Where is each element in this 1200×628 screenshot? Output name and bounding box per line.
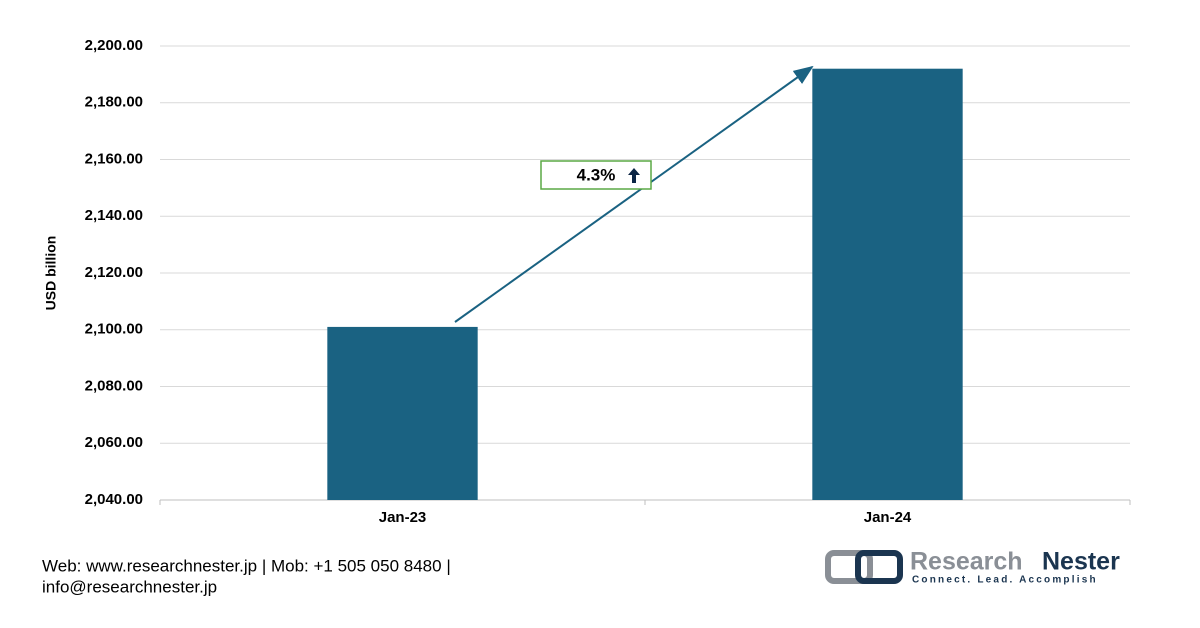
y-axis-label: USD billion bbox=[43, 236, 59, 311]
logo-name: Research bbox=[910, 548, 1023, 576]
bar bbox=[812, 68, 963, 500]
y-tick-label: 2,120.00 bbox=[85, 264, 143, 281]
logo: Research Nester Connect. Lead. Accomplis… bbox=[825, 548, 1120, 586]
footer-line: Web: www.researchnester.jp | Mob: +1 505… bbox=[42, 556, 451, 575]
y-tick-label: 2,200.00 bbox=[85, 37, 143, 54]
logo-icon bbox=[825, 550, 873, 584]
x-tick-label: Jan-23 bbox=[379, 509, 427, 526]
logo-tagline: Connect. Lead. Accomplish bbox=[912, 575, 1098, 586]
logo-name: Nester bbox=[1042, 548, 1120, 576]
footer-line: info@researchnester.jp bbox=[42, 577, 217, 596]
y-tick-label: 2,060.00 bbox=[85, 434, 143, 451]
bar bbox=[327, 326, 478, 500]
y-tick-label: 2,160.00 bbox=[85, 150, 143, 167]
x-tick-label: Jan-24 bbox=[864, 509, 912, 526]
y-tick-label: 2,180.00 bbox=[85, 94, 143, 111]
y-tick-label: 2,140.00 bbox=[85, 207, 143, 224]
up-icon bbox=[628, 168, 640, 183]
growth-arrow bbox=[454, 65, 814, 323]
y-tick-label: 2,100.00 bbox=[85, 321, 143, 338]
y-tick-label: 2,080.00 bbox=[85, 377, 143, 394]
y-tick-label: 2,040.00 bbox=[85, 491, 143, 508]
logo-icon bbox=[855, 550, 903, 584]
annotation: 4.3% bbox=[577, 165, 616, 184]
